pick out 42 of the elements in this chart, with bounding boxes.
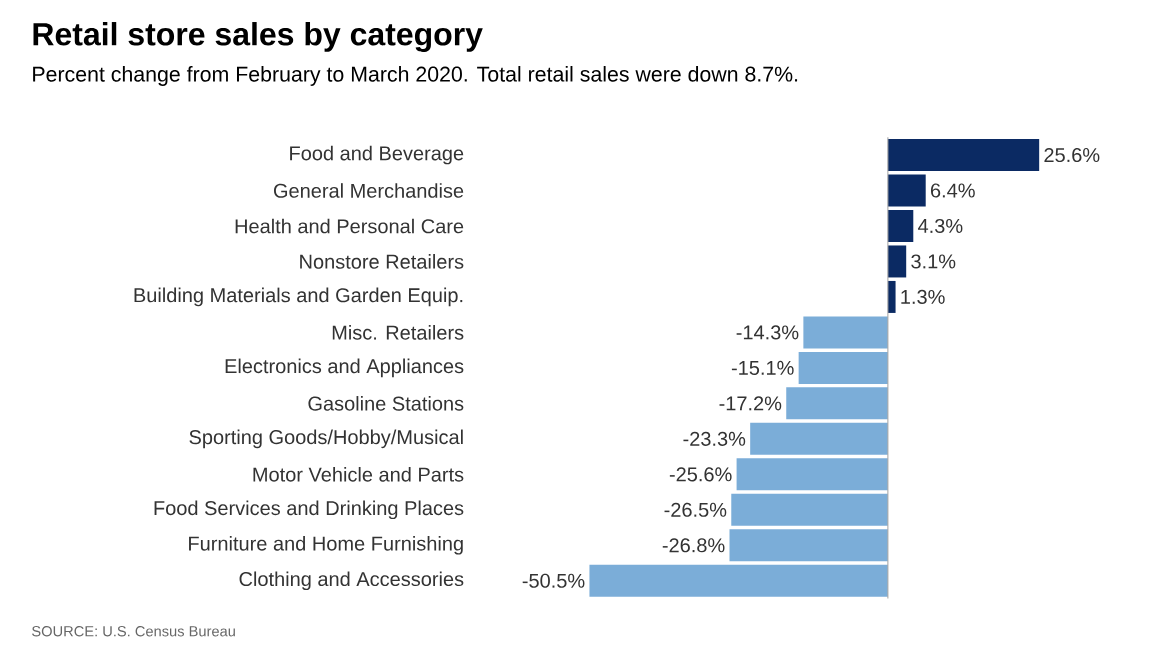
y-tick-label: Food and Beverage — [290, 145, 464, 165]
y-tick-label: Food Services and Drinking Places — [154, 500, 464, 520]
bar — [798, 351, 888, 384]
bar — [887, 280, 896, 313]
bar — [729, 529, 888, 562]
data-label: -17.2% — [719, 396, 782, 411]
text: Retail store sales by category — [33, 21, 483, 52]
data-label: -50.5% — [522, 573, 585, 588]
y-tick-label: Furniture and Home Furnishing — [189, 535, 463, 555]
bar — [736, 458, 888, 491]
y-tick-label: Sporting Goods/Hobby/Musical — [189, 429, 463, 449]
y-tick-label: Clothing and Accessories — [239, 571, 464, 590]
bar — [887, 174, 926, 207]
bar — [589, 564, 888, 597]
data-label: 3.1% — [911, 254, 956, 269]
y-tick-label: Nonstore Retailers — [300, 254, 464, 269]
bar — [731, 493, 888, 526]
bar — [887, 245, 907, 278]
data-label: -14.3% — [736, 325, 799, 340]
data-label: -15.1% — [731, 360, 794, 375]
bar — [750, 422, 888, 455]
data-label: -23.3% — [683, 431, 746, 446]
bar — [786, 387, 888, 420]
text: Percent change from February to March 2020. Total retail sales were down 8.7%. — [33, 65, 798, 86]
source-note: SOURCE: U.S. Census Bureau — [32, 626, 235, 637]
y-tick-label: Health and Personal Care — [235, 218, 464, 234]
data-label: -26.8% — [662, 538, 725, 553]
y-tick-label: Motor Vehicle and Parts — [253, 466, 464, 482]
data-label: -25.6% — [669, 467, 732, 482]
y-tick-label: Building Materials and Garden Equip. — [134, 287, 463, 307]
data-label: 4.3% — [918, 218, 963, 233]
bar — [887, 209, 914, 242]
bar — [887, 138, 1040, 171]
data-label: 25.6% — [1044, 147, 1100, 163]
y-tick-label: Gasoline Stations — [308, 395, 464, 411]
data-label: 6.4% — [930, 183, 975, 198]
y-tick-label: Electronics and Appliances — [225, 358, 464, 378]
data-label: 1.3% — [901, 289, 945, 304]
y-tick-label: General Merchandise — [273, 183, 464, 198]
y-tick-label: Misc. Retailers — [332, 325, 464, 340]
bar — [803, 316, 888, 349]
data-label: -26.5% — [664, 502, 727, 517]
